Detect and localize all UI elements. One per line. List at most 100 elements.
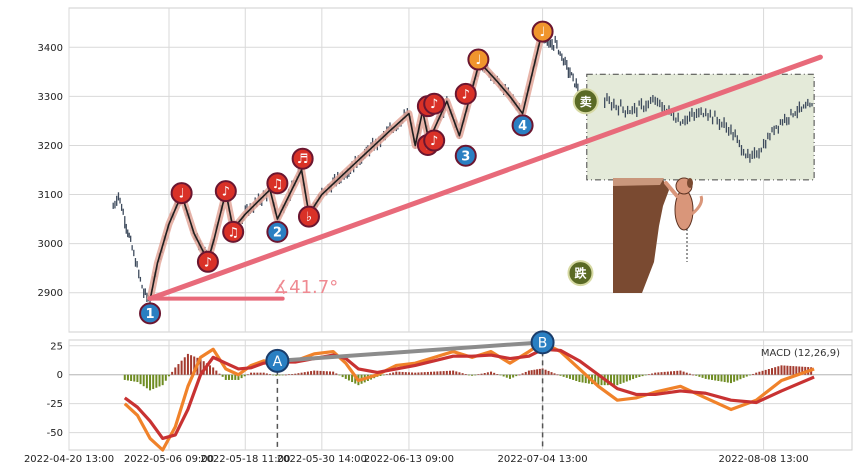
macd-histogram-bar	[237, 374, 240, 380]
macd-histogram-bar	[414, 372, 417, 375]
macd-histogram-bar	[398, 371, 401, 375]
macd-histogram-bar	[212, 367, 215, 375]
macd-histogram-bar	[666, 371, 669, 375]
macd-histogram-bar	[171, 371, 174, 375]
macd-histogram-bar	[502, 374, 505, 377]
macd-histogram-bar	[723, 374, 726, 383]
macd-histogram-bar	[392, 372, 395, 375]
macd-histogram-bar	[676, 370, 679, 375]
macd-histogram-bar	[262, 372, 265, 375]
pattern-marker-label: ♪	[222, 185, 230, 200]
divergence-line	[277, 340, 543, 363]
macd-histogram-bar	[619, 374, 622, 384]
macd-histogram-bar	[647, 374, 650, 375]
macd-histogram-bar	[609, 374, 612, 386]
macd-histogram-bar	[632, 374, 635, 380]
macd-histogram-bar	[209, 365, 212, 375]
macd-histogram-bar	[300, 372, 303, 375]
pattern-marker	[511, 114, 534, 137]
macd-histogram-bar	[720, 374, 723, 382]
macd-y-tick-label: 0	[57, 370, 63, 381]
macd-histogram-bar	[246, 374, 249, 376]
pattern-marker	[170, 182, 193, 205]
macd-histogram-bar	[322, 371, 325, 375]
macd-histogram-bar	[733, 374, 736, 382]
macd-histogram-bar	[180, 360, 183, 375]
macd-histogram-bar	[167, 374, 170, 377]
divergence-marker	[265, 348, 290, 373]
macd-histogram-bar	[123, 374, 126, 380]
macd-histogram-bar	[303, 372, 306, 375]
macd-histogram-bar	[505, 374, 508, 378]
macd-histogram-bar	[578, 374, 581, 383]
macd-histogram-bar	[480, 373, 483, 375]
pattern-marker	[531, 20, 554, 43]
macd-histogram-bar	[559, 374, 562, 376]
pattern-marker	[214, 180, 237, 203]
pattern-marker-label: 2	[273, 225, 282, 240]
macd-histogram-bar	[306, 371, 309, 375]
pattern-marker-label: 跌	[574, 266, 587, 281]
pattern-marker-label: ♩	[475, 53, 481, 68]
macd-histogram-bar	[215, 370, 218, 375]
pattern-marker-label: ♫	[227, 225, 239, 240]
macd-histogram-bar	[284, 374, 287, 376]
macd-histogram-bar	[250, 372, 253, 375]
x-tick-label: 2022-05-06 09:00	[124, 454, 214, 465]
price-y-tick-label: 3300	[38, 92, 63, 103]
macd-histogram-bar	[199, 359, 202, 375]
macd-histogram-bar	[231, 374, 234, 380]
macd-histogram-bar	[568, 374, 571, 379]
price-y-tick-labels: 2900 3000 3100 3200 3300 3400	[38, 43, 63, 299]
macd-histogram-bar	[341, 374, 344, 378]
macd-histogram-bar	[354, 374, 357, 384]
macd-histogram-bar	[777, 366, 780, 375]
divergence-marker-label: A	[273, 354, 283, 370]
macd-histogram-bar	[436, 371, 439, 375]
macd-histogram-bar	[278, 374, 281, 376]
macd-series-line	[123, 347, 815, 441]
macd-histogram-bar	[669, 371, 672, 375]
macd-histogram-bar	[161, 374, 164, 386]
macd-histogram-bar	[417, 372, 420, 375]
macd-histogram-bar	[164, 374, 167, 381]
macd-histogram-bar	[256, 372, 259, 375]
macd-histogram-bar	[243, 374, 246, 377]
macd-histogram-bar	[177, 364, 180, 375]
macd-histogram-bar	[496, 374, 499, 375]
macd-histogram-bar	[442, 371, 445, 375]
macd-histogram-bar	[594, 374, 597, 385]
pattern-marker	[222, 220, 245, 243]
macd-histogram-bar	[547, 370, 550, 375]
macd-histogram-bar	[758, 371, 761, 375]
macd-histogram-bar	[527, 370, 530, 375]
macd-histogram-bar	[221, 374, 224, 377]
macd-histogram-bar	[344, 374, 347, 379]
macd-histogram-bar	[748, 374, 751, 376]
macd-histogram-bar	[616, 374, 619, 386]
trendline-group	[147, 54, 823, 302]
macd-histogram-bar	[142, 374, 145, 387]
macd-histogram-bar	[786, 365, 789, 375]
macd-histogram-bar	[335, 373, 338, 375]
macd-histogram-bar	[767, 369, 770, 375]
macd-histogram-bar	[521, 373, 524, 375]
macd-histogram-bar	[291, 374, 294, 375]
x-tick-labels: 2022-04-20 13:00 2022-05-06 09:002022-05-…	[24, 454, 809, 465]
macd-histogram-bar	[688, 373, 691, 375]
pattern-marker	[266, 172, 289, 195]
price-y-tick-label: 2900	[38, 288, 63, 299]
macd-histogram-bar	[575, 374, 578, 381]
macd-histogram-bar	[544, 369, 547, 375]
macd-histogram-bar	[426, 371, 429, 375]
macd-histogram-bar	[455, 371, 458, 375]
macd-histogram-bar	[382, 374, 385, 376]
macd-histogram-bar	[801, 366, 804, 375]
macd-histogram-bar	[145, 374, 148, 389]
macd-histogram-bar	[325, 371, 328, 375]
price-y-tick-label: 3000	[38, 239, 63, 250]
x-tick-label: 2022-05-18 11:00	[200, 454, 290, 465]
macd-histogram-bar	[404, 372, 407, 375]
